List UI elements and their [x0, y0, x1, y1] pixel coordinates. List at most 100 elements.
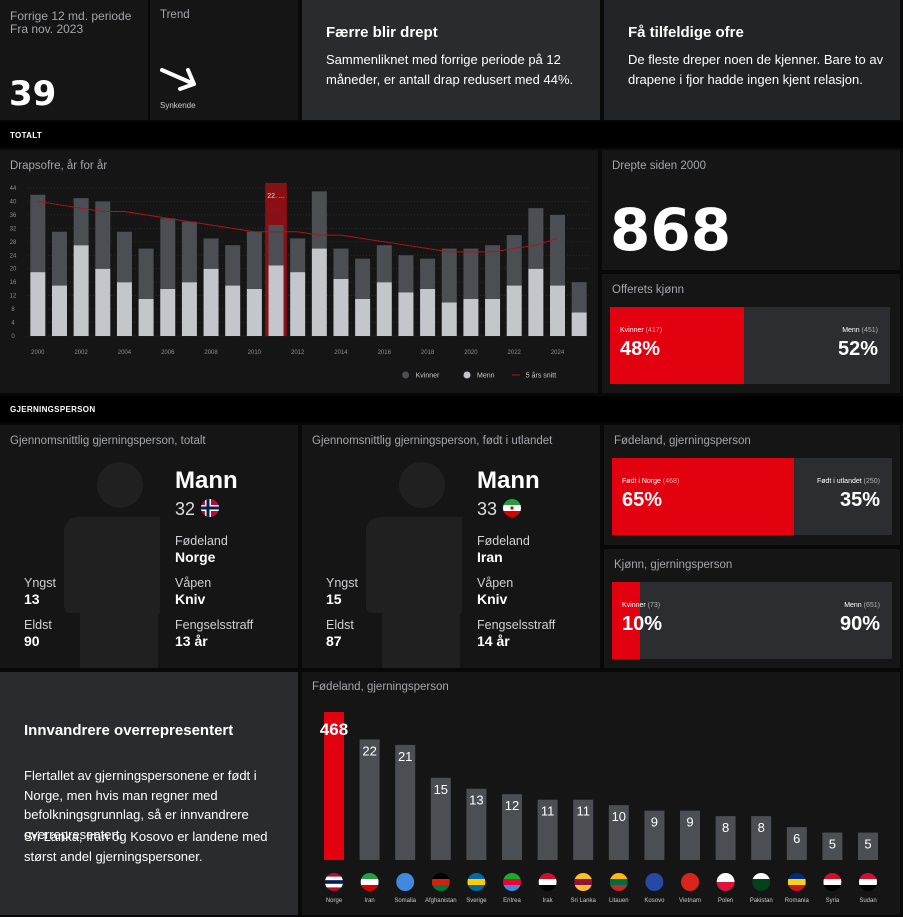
- split-name-row: Født i Norge (468): [622, 478, 679, 485]
- field-label: Fengselsstraff: [477, 618, 556, 632]
- bar-segment: [441, 302, 457, 336]
- flag-stripe: [859, 873, 877, 880]
- field-value: Norge: [175, 549, 216, 565]
- flag-stripe: [325, 873, 343, 877]
- value-label: 22: [362, 743, 376, 758]
- period-panel: Forrige 12 md. periode Fra nov. 2023 39: [0, 0, 148, 120]
- value-label: 8: [758, 820, 765, 835]
- field-label: Fødeland: [477, 534, 530, 548]
- bar-segment: [181, 282, 197, 336]
- x-tick-label: 2002: [74, 350, 88, 356]
- split-title: Offerets kjønn: [612, 284, 685, 296]
- flag-stripe: [859, 885, 877, 891]
- average-line: [37, 200, 558, 253]
- field-label: Eldst: [326, 618, 354, 632]
- legend-label: 5 års snitt: [526, 372, 556, 380]
- bar-segment: [333, 278, 349, 336]
- flag-stripe: [752, 873, 771, 880]
- field-value: Iran: [477, 549, 503, 565]
- value-label: 9: [686, 815, 693, 830]
- flag: [325, 873, 343, 891]
- flag-stripe: [360, 873, 379, 880]
- bar: [786, 827, 807, 860]
- bar-segment: [485, 299, 501, 336]
- value-label: 12: [505, 798, 519, 813]
- split-bar: Kvinner (417) 48% Menn (451) 52%: [610, 307, 890, 384]
- split-name: Menn: [842, 327, 860, 334]
- trend-arrow: [160, 68, 196, 91]
- total-panel: Drepte siden 2000 868: [602, 150, 900, 270]
- y-tick-label: 36: [10, 213, 17, 219]
- y-tick-label: 44: [10, 186, 17, 192]
- field-value: Kniv: [477, 591, 508, 607]
- bar-segment: [311, 191, 327, 249]
- insight-title: Innvandrere overrepresentert: [24, 722, 234, 739]
- section-bar: GJERNINGSPERSON: [0, 396, 903, 422]
- split-percent: 10%: [622, 613, 663, 635]
- flag-iran: [503, 499, 521, 517]
- insight-panel: Innvandrere overrepresentert Flertallet …: [0, 672, 298, 915]
- split-segment: [612, 458, 794, 535]
- bar-segment: [246, 288, 262, 336]
- bar: [573, 799, 594, 860]
- field-label: Våpen: [175, 576, 212, 590]
- bar: [858, 832, 878, 860]
- flag: [503, 873, 521, 891]
- age: 32: [175, 499, 196, 519]
- bar-segment: [420, 288, 436, 336]
- section-label: TOTALT: [10, 131, 43, 140]
- bar-segment: [311, 248, 327, 336]
- field-value: 13: [24, 591, 40, 607]
- x-tick-label: 2008: [204, 350, 218, 356]
- bar-segment: [203, 238, 219, 269]
- card-text: Sammenliknet med forrige periode på 12 m…: [326, 52, 574, 87]
- bar-segment: [181, 221, 197, 283]
- flag: [716, 873, 735, 891]
- bar-segment: [160, 218, 176, 289]
- flag: [431, 873, 450, 891]
- bar-segment: [463, 299, 479, 336]
- bar: [715, 816, 736, 860]
- bar-segment: [333, 248, 349, 279]
- bar-segment: [376, 282, 392, 336]
- bar: [822, 832, 843, 860]
- profile-title: Gjennomsnittlig gjerningsperson, totalt: [10, 435, 206, 447]
- bar-segment: [116, 282, 132, 336]
- field-label: Fødeland: [175, 534, 228, 548]
- x-tick-label: 2000: [31, 350, 45, 356]
- field-value: 90: [24, 633, 40, 649]
- x-tick-label: Iran: [364, 898, 374, 904]
- bar-segment: [355, 299, 371, 336]
- x-tick-label: Eritrea: [503, 898, 521, 904]
- x-tick-label: Kosovo: [644, 898, 665, 904]
- y-tick-label: 32: [10, 226, 17, 232]
- value-label: 13: [469, 793, 483, 808]
- value-label: 5: [829, 837, 836, 852]
- legend-label: Kvinner: [416, 373, 440, 380]
- x-tick-label: Litauen: [609, 898, 629, 904]
- bar-segment: [528, 208, 544, 269]
- gender: Mann: [477, 467, 540, 494]
- field-value: 15: [326, 591, 342, 607]
- flag-stripe: [503, 873, 521, 880]
- value-label: 5: [864, 837, 871, 852]
- flag: [859, 873, 877, 891]
- split-title: Fødeland, gjerningsperson: [614, 435, 751, 447]
- split-title: Kjønn, gjerningsperson: [614, 559, 733, 571]
- bar-segment: [138, 299, 154, 336]
- flag-stripe: [325, 880, 343, 884]
- period-value: 39: [9, 74, 57, 114]
- flag-stripe: [431, 873, 450, 880]
- split-segment: [610, 307, 745, 384]
- flag-stripe: [503, 885, 521, 891]
- flag: [396, 873, 415, 891]
- flag-stripe: [360, 885, 379, 891]
- split-bar: Født i Norge (468) 65% Født i utlandet (25…: [612, 458, 892, 535]
- flag-stripe: [538, 873, 557, 880]
- flag: [574, 873, 593, 891]
- field-label: Yngst: [24, 576, 56, 590]
- flag-stripe: [609, 879, 628, 886]
- field-label: Våpen: [477, 576, 514, 590]
- bar-segment: [463, 248, 479, 299]
- x-tick-label: Sudan: [859, 898, 876, 904]
